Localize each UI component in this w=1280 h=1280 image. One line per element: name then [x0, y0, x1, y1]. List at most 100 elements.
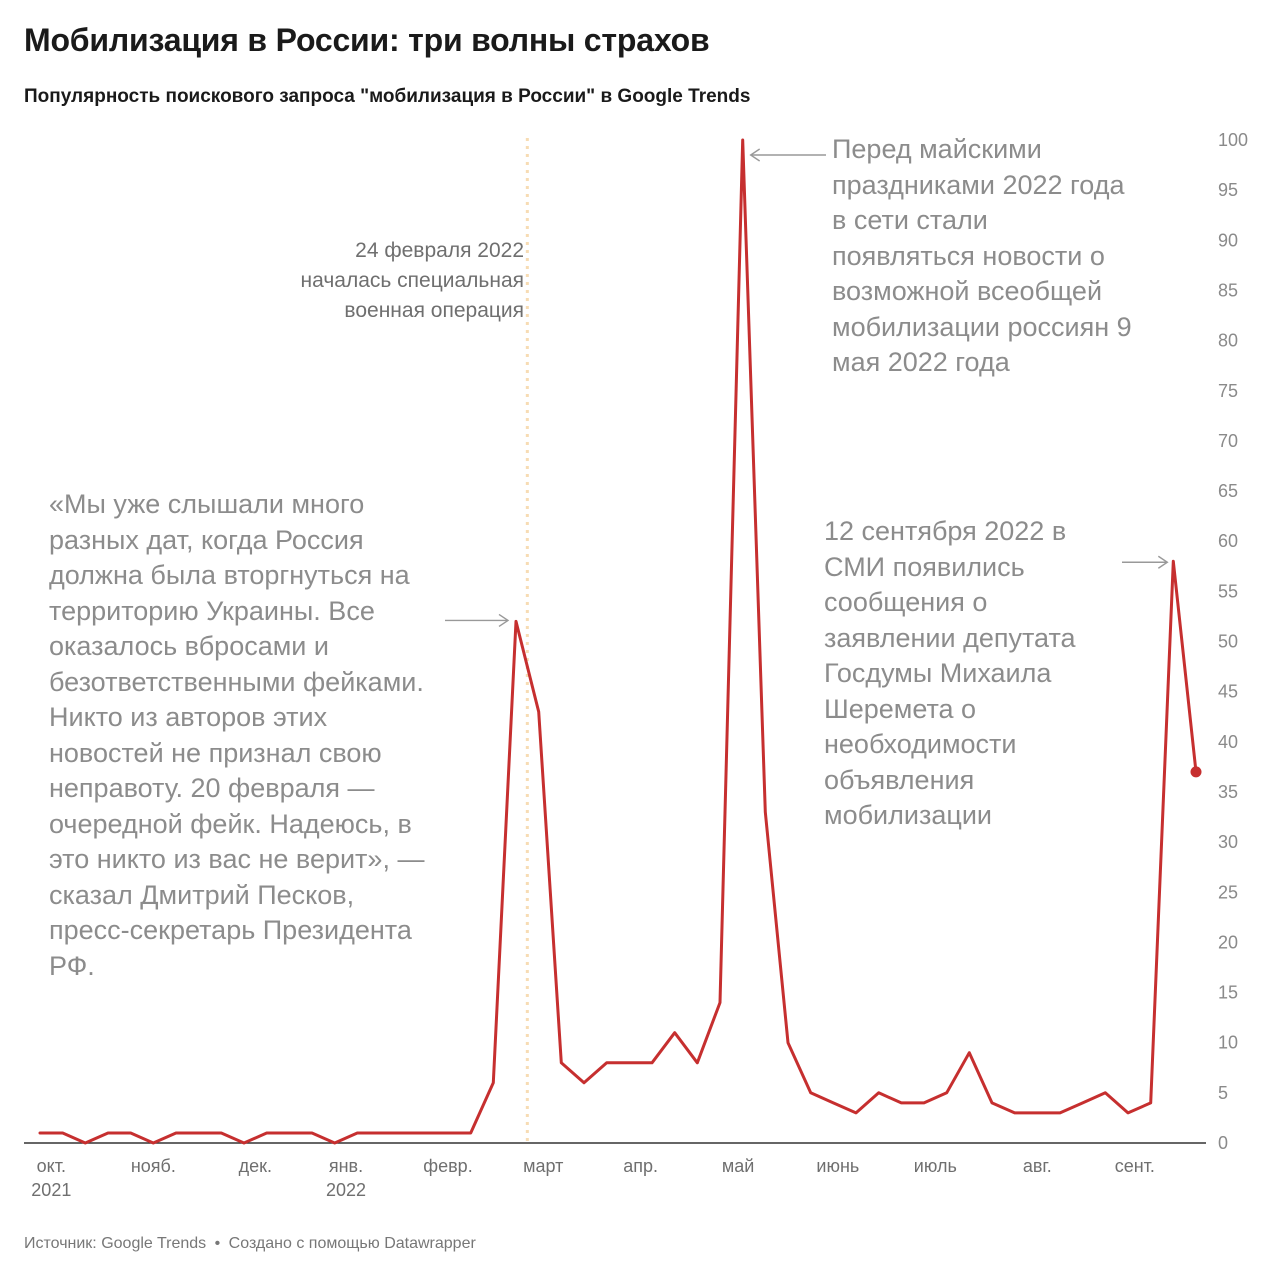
arrow-head [1157, 555, 1169, 569]
data-point [990, 1101, 994, 1105]
data-point [333, 1141, 337, 1145]
y-tick-label: 10 [1218, 1033, 1238, 1053]
footer: Источник: Google Trends • Создано с помо… [24, 1235, 476, 1253]
y-tick-label: 45 [1218, 682, 1238, 702]
series-layer [38, 138, 1202, 1145]
series-end-point [1190, 766, 1202, 778]
annotation-peskov-quote: «Мы уже слышали много разных дат, когда … [49, 489, 425, 981]
series-line [38, 138, 1198, 1145]
data-point [673, 1031, 677, 1035]
y-tick-label: 60 [1218, 531, 1238, 551]
annotation-feb24-line2: началась специальная [300, 269, 524, 292]
annotation-feb24-line1: 24 февраля 2022 [355, 239, 524, 262]
data-point [763, 810, 767, 814]
y-tick-label: 20 [1218, 932, 1238, 952]
data-point [967, 1051, 971, 1055]
annotation-september: 12 сентября 2022 в СМИ появились сообщен… [824, 516, 1076, 830]
y-tick-label: 25 [1218, 882, 1238, 902]
data-point [446, 1131, 450, 1135]
arrow-head [749, 148, 761, 162]
x-tick-label: янв. [329, 1156, 363, 1176]
data-point [151, 1141, 155, 1145]
arrow-september-peak [1122, 555, 1169, 569]
data-point [899, 1101, 903, 1105]
data-point [582, 1081, 586, 1085]
data-point [605, 1061, 609, 1065]
arrow-head [498, 613, 510, 628]
y-tick-label: 55 [1218, 581, 1238, 601]
x-tick-label: март [523, 1156, 563, 1176]
data-point [287, 1131, 291, 1135]
footer-separator: • [214, 1235, 221, 1252]
y-tick-label: 50 [1218, 632, 1238, 652]
x-tick-label: нояб. [131, 1156, 176, 1176]
data-point [695, 1061, 699, 1065]
data-point [38, 1131, 42, 1135]
x-tick-label: июль [914, 1156, 957, 1176]
data-point [1081, 1101, 1085, 1105]
arrow-may-peak [749, 148, 826, 162]
y-tick-label: 65 [1218, 481, 1238, 501]
data-point [265, 1131, 269, 1135]
data-point [786, 1041, 790, 1045]
annotation-arrows [445, 148, 1169, 628]
y-tick-label: 30 [1218, 832, 1238, 852]
x-tick-label: май [722, 1156, 754, 1176]
credit-label: Создано с помощью Datawrapper [228, 1235, 476, 1252]
annotation-may-holidays: Перед майскими праздниками 2022 года в с… [832, 134, 1132, 377]
y-tick-label: 5 [1218, 1083, 1228, 1103]
y-tick-label: 70 [1218, 431, 1238, 451]
chart-title: Мобилизация в России: три волны страхов [24, 22, 710, 58]
chart-subtitle: Популярность поискового запроса "мобилиз… [24, 86, 751, 107]
y-tick-label: 100 [1218, 130, 1248, 150]
data-point [537, 710, 541, 714]
data-point [1149, 1101, 1153, 1105]
data-point [355, 1131, 359, 1135]
data-point [219, 1131, 223, 1135]
data-point [1126, 1111, 1130, 1115]
y-tick-label: 85 [1218, 280, 1238, 300]
data-point [922, 1101, 926, 1105]
y-tick-label: 95 [1218, 180, 1238, 200]
x-tick-label: окт. [37, 1156, 66, 1176]
data-point [129, 1131, 133, 1135]
data-point [718, 1001, 722, 1005]
x-tick-label: июнь [816, 1156, 859, 1176]
data-point [1058, 1111, 1062, 1115]
source-label: Источник: Google Trends [24, 1235, 207, 1252]
data-point [491, 1081, 495, 1085]
data-point [378, 1131, 382, 1135]
annotation-feb24: 24 февраля 2022 началась специальная вое… [224, 236, 524, 326]
x-tick-label: февр. [423, 1156, 472, 1176]
y-tick-label: 15 [1218, 983, 1238, 1003]
data-point [469, 1131, 473, 1135]
data-point [809, 1091, 813, 1095]
y-tick-label: 75 [1218, 381, 1238, 401]
x-tick-year-label: 2022 [326, 1180, 366, 1200]
x-tick-label: сент. [1115, 1156, 1155, 1176]
data-point [83, 1141, 87, 1145]
x-tick-year-label: 2021 [31, 1180, 71, 1200]
data-point [627, 1061, 631, 1065]
data-point [831, 1101, 835, 1105]
data-point [310, 1131, 314, 1135]
data-point [197, 1131, 201, 1135]
data-point [401, 1131, 405, 1135]
data-point [106, 1131, 110, 1135]
y-tick-label: 35 [1218, 782, 1238, 802]
data-point [854, 1111, 858, 1115]
x-tick-label: апр. [623, 1156, 658, 1176]
y-tick-label: 0 [1218, 1133, 1228, 1153]
data-point [1035, 1111, 1039, 1115]
data-point [945, 1091, 949, 1095]
data-point [242, 1141, 246, 1145]
x-axis: окт. 2021 нояб. дек. янв. 2022 февр. март апр. ма… [24, 1142, 1206, 1200]
y-tick-label: 40 [1218, 732, 1238, 752]
data-point [559, 1061, 563, 1065]
annotation-feb24-line3: военная операция [344, 299, 524, 322]
data-point [1013, 1111, 1017, 1115]
data-point [174, 1131, 178, 1135]
y-axis: 0 5 10 15 20 25 30 35 40 45 50 55 60 65 70 75 80 85 90 95 10… [1218, 130, 1248, 1153]
data-point [61, 1131, 65, 1135]
